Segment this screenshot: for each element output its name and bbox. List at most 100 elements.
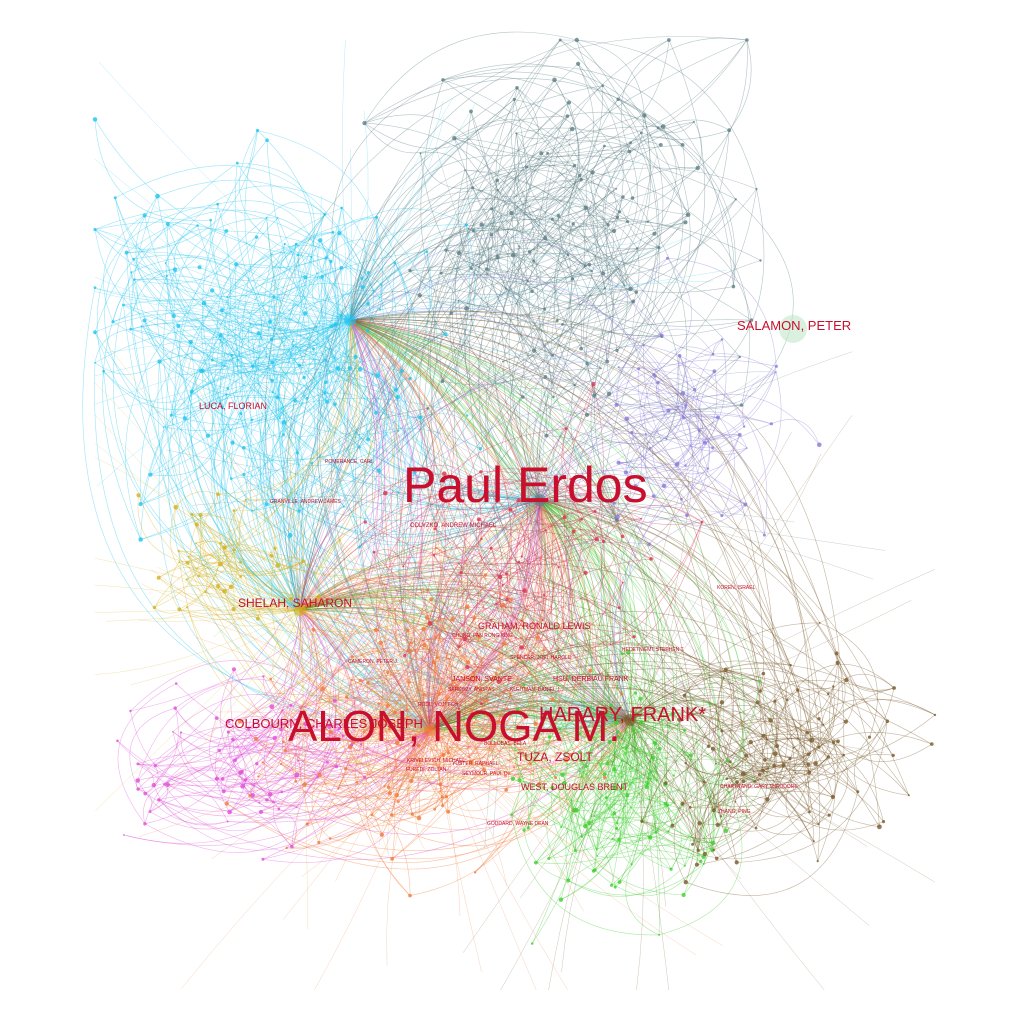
node-label-hedetniemi[interactable]: HEDETNIEMI, STEPHEN T. <box>622 647 685 653</box>
node-label-furedi[interactable]: FUREDI, ZOLTAN <box>406 767 447 773</box>
graph-edge <box>211 276 306 361</box>
graph-node <box>435 546 438 550</box>
graph-node <box>350 743 354 747</box>
graph-edge <box>375 629 510 702</box>
graph-edge <box>257 130 384 310</box>
graph-edge <box>471 258 528 282</box>
graph-edge <box>676 434 740 465</box>
graph-node <box>683 880 688 885</box>
node-label-chung[interactable]: CHUNG, FAN RONG KING <box>452 633 513 639</box>
node-label-zhang[interactable]: ZHANG, PING <box>718 809 751 815</box>
node-label-graham[interactable]: GRAHAM, RONALD LEWIS <box>478 621 591 631</box>
node-label-shelah[interactable]: SHELAH, SAHARON <box>238 596 353 610</box>
graph-edge <box>272 319 351 358</box>
graph-edge <box>689 339 723 516</box>
graph-node <box>773 699 777 703</box>
node-label-sarkozy[interactable]: SARKOZY, ANDRAS <box>448 687 495 693</box>
graph-edge <box>537 404 617 501</box>
node-label-spencer[interactable]: SPENCER, JOEL HAROLD <box>510 655 572 661</box>
graph-edge <box>223 355 232 366</box>
node-label-hsu[interactable]: HSU, DERBIAU FRANK <box>553 676 629 683</box>
graph-edge <box>539 499 674 841</box>
graph-edge <box>629 719 737 863</box>
node-label-krivelevich[interactable]: KRIVELEVICH, MICHAEL <box>407 758 466 764</box>
graph-edge <box>452 228 541 501</box>
graph-edge <box>221 609 301 744</box>
graph-edge <box>174 225 198 270</box>
graph-edge <box>94 229 318 297</box>
graph-edge <box>484 499 541 849</box>
graph-edge <box>541 141 689 215</box>
graph-edge <box>535 725 679 864</box>
node-label-granville[interactable]: GRANVILLE, ANDREW JAMES <box>270 499 341 505</box>
graph-edge <box>684 695 820 765</box>
graph-edge <box>234 319 386 761</box>
graph-edge <box>163 784 297 832</box>
graph-node <box>644 784 649 789</box>
node-label-salamon[interactable]: SALAMON, PETER <box>737 318 852 333</box>
graph-edge <box>613 434 741 509</box>
node-label-goddard[interactable]: GODDARD, WAYNE DEAN <box>487 821 549 827</box>
node-label-pomerance[interactable]: POMERANCE, CARL <box>325 459 374 465</box>
graph-node <box>552 395 555 399</box>
graph-node <box>907 794 910 797</box>
graph-edge <box>682 774 744 805</box>
node-label-rodl[interactable]: RODL, VOJTECH <box>418 702 459 708</box>
node-label-alon[interactable]: ALON, NOGA M. <box>288 702 621 751</box>
graph-edge <box>300 699 444 756</box>
graph-node <box>236 358 239 362</box>
graph-edge <box>679 719 757 829</box>
graph-edge <box>540 675 570 738</box>
graph-edge <box>233 319 358 610</box>
graph-edge <box>473 145 605 232</box>
graph-edge <box>692 714 747 756</box>
graph-edge <box>464 308 541 501</box>
graph-node <box>489 546 493 550</box>
graph-edge <box>668 713 687 832</box>
graph-node <box>728 760 732 764</box>
graph-node <box>623 284 626 287</box>
node-label-cameron[interactable]: CAMERON, PETER J. <box>348 659 399 665</box>
graph-edge <box>445 142 631 256</box>
graph-edge <box>539 442 678 501</box>
graph-node <box>135 778 140 783</box>
graph-node <box>468 756 471 759</box>
node-label-west[interactable]: WEST, DOUGLAS BRENT <box>521 782 629 792</box>
graph-node <box>758 773 762 777</box>
graph-node <box>305 396 309 400</box>
graph-edge <box>130 328 298 454</box>
node-label-janson[interactable]: JANSON, SVANTE <box>452 676 512 683</box>
graph-edge <box>383 700 556 778</box>
graph-edge <box>299 609 531 765</box>
graph-edge <box>807 731 834 743</box>
node-label-luca[interactable]: LUCA, FLORIAN <box>199 401 268 411</box>
node-label-kleitman[interactable]: KLEITMAN, DANIEL J. <box>510 687 561 693</box>
graph-node <box>731 284 736 289</box>
graph-edge <box>183 354 301 611</box>
graph-edge <box>356 709 408 783</box>
node-label-paul-erdos[interactable]: Paul Erdos <box>403 457 648 513</box>
node-label-tuza[interactable]: TUZA, ZSOLT <box>517 750 593 764</box>
graph-edge <box>433 599 512 688</box>
graph-edge <box>402 552 434 567</box>
graph-edge <box>223 710 283 792</box>
graph-edge <box>349 319 554 638</box>
graph-node <box>473 871 477 874</box>
graph-edge <box>243 481 541 506</box>
node-label-colbourn[interactable]: COLBOURN, CHARLES JOSEPH <box>225 716 423 731</box>
node-label-yuster[interactable]: YUSTER, RAPHAEL <box>452 761 499 767</box>
node-label-bollobas[interactable]: BOLLOBAS, BELA <box>484 741 527 747</box>
graph-edge <box>429 404 742 731</box>
node-label-odlyzko[interactable]: ODLYZKO, ANDREW MICHAEL <box>410 523 497 529</box>
graph-node <box>739 403 744 407</box>
graph-node <box>646 782 650 785</box>
graph-edge <box>157 361 431 731</box>
graph-node <box>165 221 170 227</box>
graph-node <box>240 783 246 789</box>
node-label-koren[interactable]: KOREN, ISRAEL <box>717 585 756 591</box>
node-label-seymour[interactable]: SEYMOUR, PAUL D. <box>462 771 509 777</box>
graph-edge <box>409 268 488 293</box>
node-label-harary[interactable]: HARARY, FRANK* <box>539 704 707 726</box>
node-label-chartrand[interactable]: CHARTRAND, GARY THEODORE <box>720 784 798 790</box>
graph-edge <box>196 499 541 577</box>
